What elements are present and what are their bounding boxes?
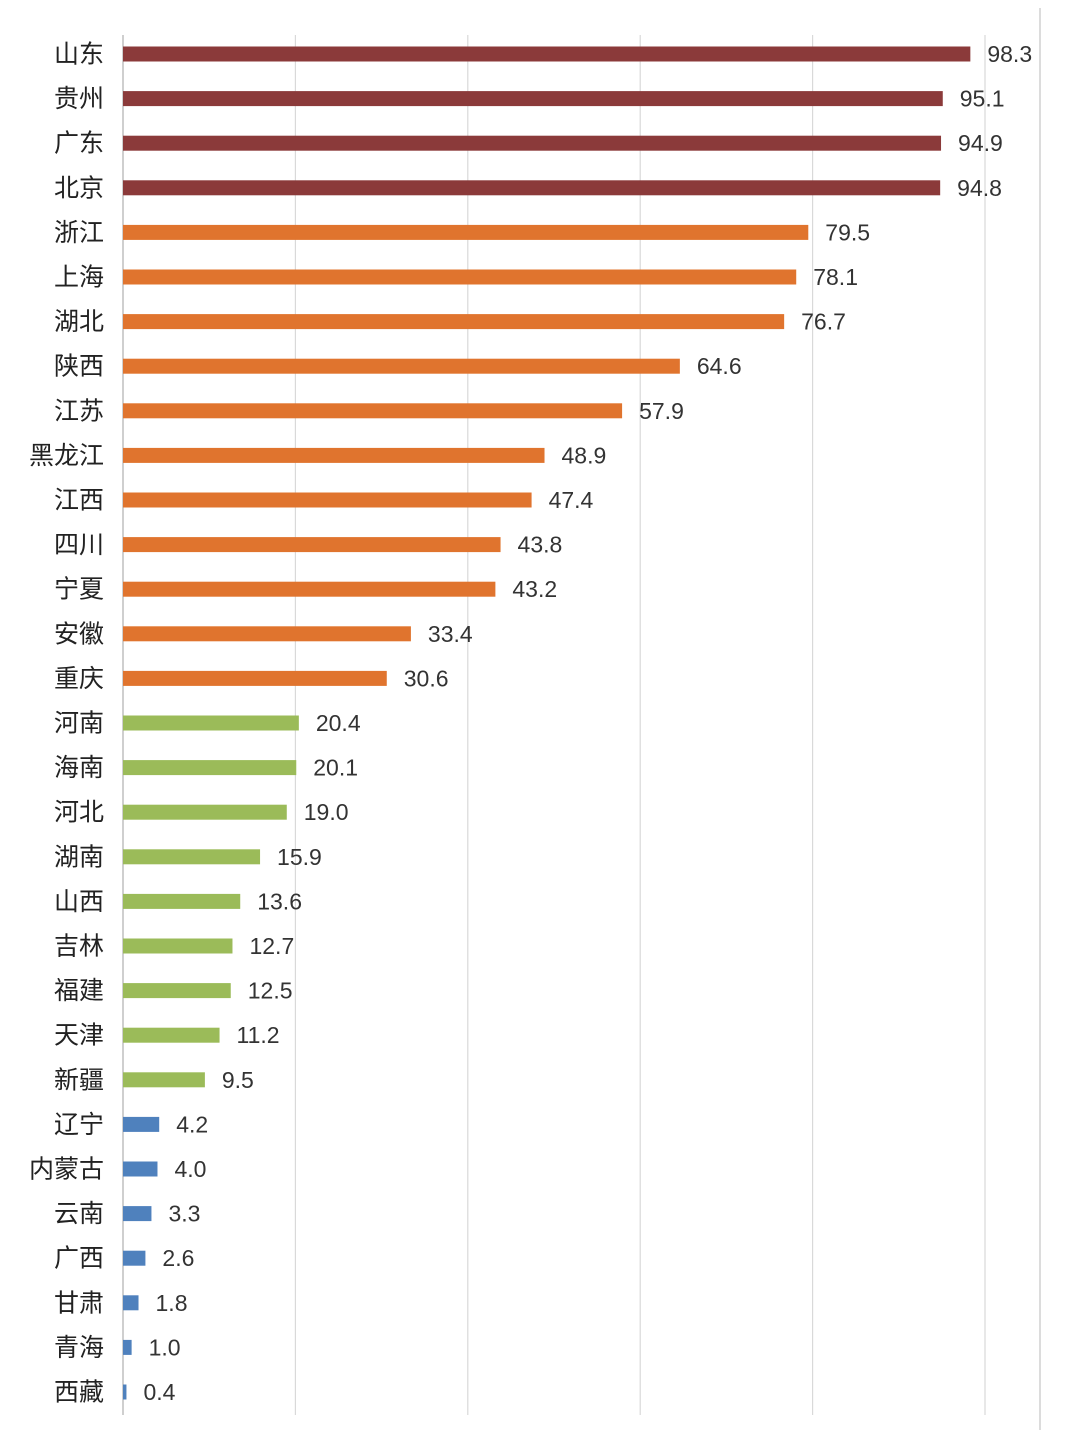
category-label: 吉林: [54, 932, 104, 961]
value-label: 43.2: [512, 576, 557, 602]
bar: [123, 938, 233, 954]
bar: [123, 983, 231, 999]
category-label: 河南: [54, 709, 104, 738]
category-label: 河北: [54, 798, 104, 827]
bar: [123, 804, 287, 820]
bar: [123, 447, 545, 463]
bar: [123, 403, 623, 419]
bar: [123, 224, 809, 240]
value-label: 94.8: [957, 175, 1002, 201]
value-label: 48.9: [562, 442, 607, 468]
value-label: 47.4: [549, 487, 594, 513]
value-label: 43.8: [518, 532, 563, 558]
value-label: 1.0: [149, 1334, 181, 1360]
category-label: 辽宁: [54, 1110, 104, 1139]
bar: [123, 135, 942, 151]
category-label: 黑龙江: [29, 441, 104, 470]
value-label: 15.9: [277, 844, 322, 870]
category-label: 湖北: [54, 307, 104, 336]
bar: [123, 492, 532, 508]
value-label: 13.6: [257, 888, 302, 914]
bar: [123, 1161, 158, 1177]
bar: [123, 581, 496, 597]
bar: [123, 1116, 160, 1132]
category-label: 上海: [54, 263, 104, 292]
value-label: 94.9: [958, 130, 1003, 156]
value-label: 2.6: [162, 1245, 194, 1271]
value-label: 57.9: [639, 398, 684, 424]
category-label: 四川: [54, 530, 104, 559]
bar: [123, 314, 785, 330]
value-label: 30.6: [404, 665, 449, 691]
bar: [123, 893, 241, 909]
value-label: 98.3: [987, 41, 1032, 67]
category-label: 广东: [54, 129, 104, 158]
value-label: 11.2: [237, 1022, 280, 1048]
category-label: 安徽: [54, 619, 104, 648]
value-label: 95.1: [960, 86, 1005, 112]
category-label: 海南: [54, 753, 104, 782]
value-label: 4.2: [176, 1111, 208, 1137]
value-label: 20.1: [313, 755, 358, 781]
bar: [123, 1072, 205, 1088]
category-label: 北京: [54, 173, 104, 202]
value-label: 76.7: [801, 309, 846, 335]
bar: [123, 1250, 146, 1266]
bar: [123, 849, 261, 865]
bar: [123, 1295, 139, 1311]
bar: [123, 46, 971, 62]
category-label: 天津: [54, 1021, 104, 1050]
category-label: 福建: [54, 976, 104, 1005]
category-label: 新疆: [54, 1065, 104, 1094]
bar: [123, 1384, 127, 1400]
bar: [123, 1027, 220, 1043]
category-label: 甘肃: [54, 1288, 104, 1317]
value-label: 12.5: [248, 978, 293, 1004]
category-label: 山东: [54, 40, 104, 69]
value-label: 9.5: [222, 1067, 254, 1093]
bar: [123, 91, 943, 107]
bar: [123, 715, 299, 731]
bar: [123, 626, 411, 642]
value-label: 79.5: [825, 219, 870, 245]
category-label: 湖南: [54, 842, 104, 871]
category-label: 贵州: [54, 84, 104, 113]
category-label: 宁夏: [54, 575, 104, 604]
bar: [123, 180, 941, 196]
value-label: 4.0: [174, 1156, 206, 1182]
bars: [123, 46, 971, 1400]
value-label: 1.8: [156, 1290, 188, 1316]
category-label: 江西: [54, 486, 104, 515]
bar: [123, 358, 680, 374]
value-label: 33.4: [428, 621, 473, 647]
category-label: 浙江: [54, 218, 104, 247]
category-label: 江苏: [54, 396, 104, 425]
value-label: 20.4: [316, 710, 361, 736]
value-label: 12.7: [249, 933, 294, 959]
bar: [123, 1206, 152, 1222]
value-label: 3.3: [168, 1201, 200, 1227]
bar: [123, 537, 501, 553]
bar: [123, 670, 387, 686]
category-label: 重庆: [54, 664, 104, 693]
category-label: 云南: [54, 1199, 104, 1228]
value-label: 78.1: [813, 264, 858, 290]
category-label: 青海: [54, 1333, 104, 1362]
gridlines: [122, 35, 986, 1415]
bar: [123, 1339, 132, 1355]
category-label: 山西: [54, 887, 104, 916]
value-label: 64.6: [697, 353, 742, 379]
bar: [123, 760, 297, 776]
labels: 山东 98.3 贵州 95.1 广东 94.9 北京 94.8 浙江 79.5 上海 78.1 湖北 76…: [29, 40, 1032, 1407]
category-label: 陕西: [54, 352, 104, 381]
category-label: 广西: [54, 1244, 104, 1273]
value-label: 0.4: [143, 1379, 175, 1405]
bar: [123, 269, 797, 285]
category-label: 西藏: [54, 1378, 104, 1407]
category-label: 内蒙古: [29, 1155, 104, 1184]
value-label: 19.0: [304, 799, 349, 825]
